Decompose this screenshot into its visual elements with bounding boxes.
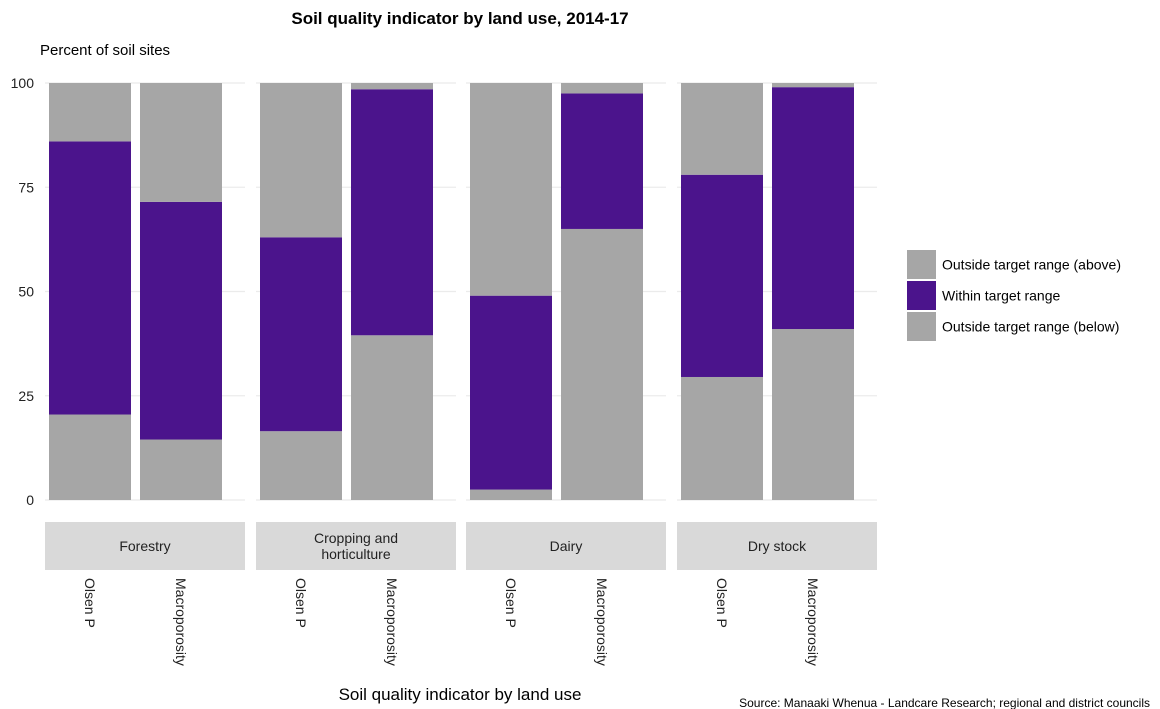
bar-segment-below xyxy=(49,414,131,500)
facet-strip xyxy=(466,522,666,570)
facet-label: Cropping and xyxy=(314,530,398,546)
bar-segment-above xyxy=(260,83,342,238)
bars xyxy=(49,83,854,500)
bar-segment-above xyxy=(561,83,643,94)
category-label: Macroporosity xyxy=(805,578,821,666)
category-label: Olsen P xyxy=(503,578,519,628)
category-label: Macroporosity xyxy=(384,578,400,666)
facet-label: Dairy xyxy=(550,538,583,554)
y-tick-label: 25 xyxy=(18,388,34,404)
bar-segment-within xyxy=(49,141,131,415)
bar-segment-within xyxy=(681,174,763,377)
bar-segment-below xyxy=(681,376,763,500)
bar-segment-below xyxy=(140,439,222,500)
bar-segment-above xyxy=(470,83,552,296)
legend-label: Outside target range (below) xyxy=(942,319,1119,335)
facet-strip xyxy=(677,522,877,570)
bar-segment-within xyxy=(470,295,552,490)
bar-segment-above xyxy=(140,83,222,202)
legend-swatch xyxy=(907,312,936,341)
facet-strip xyxy=(256,522,456,570)
category-label: Olsen P xyxy=(82,578,98,628)
bar-segment-within xyxy=(260,237,342,432)
y-axis-label: Percent of soil sites xyxy=(40,42,170,59)
bar-segment-within xyxy=(561,93,643,229)
category-label: Macroporosity xyxy=(173,578,189,666)
category-label: Olsen P xyxy=(293,578,309,628)
bar-segment-above xyxy=(351,83,433,90)
category-label: Olsen P xyxy=(714,578,730,628)
category-labels: Olsen P Macroporosity Olsen P Macroporosity… xyxy=(82,578,821,666)
legend-label: Within target range xyxy=(942,288,1060,304)
y-ticks: 0 25 50 75 100 xyxy=(11,75,35,508)
legend: Outside target range (above) Within targe… xyxy=(907,250,1121,341)
bar-segment-above xyxy=(49,83,131,142)
x-axis-label: Soil quality indicator by land use xyxy=(339,685,582,704)
bar-segment-above xyxy=(772,83,854,88)
bar-segment-below xyxy=(260,431,342,500)
bar-segment-below xyxy=(561,228,643,500)
bar-segment-below xyxy=(351,335,433,500)
y-tick-label: 75 xyxy=(18,179,34,195)
legend-label: Outside target range (above) xyxy=(942,257,1121,273)
y-tick-label: 0 xyxy=(26,492,34,508)
category-label: Macroporosity xyxy=(594,578,610,666)
legend-swatch xyxy=(907,281,936,310)
source-note: Source: Manaaki Whenua - Landcare Resear… xyxy=(739,696,1150,709)
y-tick-label: 100 xyxy=(11,75,35,91)
facet-strip xyxy=(45,522,245,570)
bar-segment-below xyxy=(772,329,854,500)
legend-swatch xyxy=(907,250,936,279)
chart-title: Soil quality indicator by land use, 2014… xyxy=(291,9,628,28)
bar-segment-within xyxy=(351,89,433,336)
facet-label: Forestry xyxy=(119,538,170,554)
bar-segment-above xyxy=(681,83,763,175)
bar-segment-below xyxy=(470,489,552,500)
bar-segment-within xyxy=(772,87,854,330)
bar-segment-within xyxy=(140,201,222,440)
facet-label: horticulture xyxy=(321,546,390,562)
facet-label: Dry stock xyxy=(748,538,807,554)
y-tick-label: 50 xyxy=(18,284,34,300)
